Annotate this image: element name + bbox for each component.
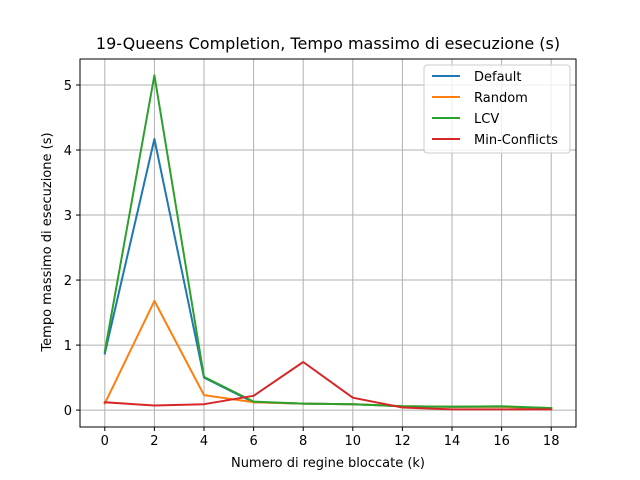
legend-box [423, 64, 571, 154]
legend-label-min-conflicts: Min-Conflicts [474, 133, 558, 148]
y-axis-ticks: 0 1 2 3 4 5 [64, 79, 80, 419]
chart-title: 19-Queens Completion, Tempo massimo di e… [96, 34, 560, 53]
y-axis-label: Tempo massimo di esecuzione (s) [40, 132, 55, 352]
legend-label-random: Random [474, 91, 528, 106]
x-tick-label: 16 [493, 434, 510, 449]
series-line-lcv [103, 74, 553, 410]
y-tick-label: 2 [64, 274, 72, 289]
x-tick-label: 6 [249, 434, 257, 449]
y-tick-label: 4 [64, 144, 72, 159]
y-tick-label: 5 [64, 79, 72, 94]
legend: Default Random LCV Min-Conflicts [423, 64, 571, 154]
plot-frame [79, 58, 577, 428]
x-tick-label: 0 [101, 434, 109, 449]
x-tick-label: 8 [299, 434, 307, 449]
x-tick-label: 2 [150, 434, 158, 449]
y-tick-label: 1 [64, 339, 72, 354]
x-tick-label: 4 [200, 434, 208, 449]
x-tick-label: 12 [394, 434, 411, 449]
x-axis-label: Numero di regine bloccate (k) [231, 456, 425, 471]
x-axis-ticks: 0 2 4 6 8 10 12 14 16 18 [101, 427, 560, 449]
legend-label-lcv: LCV [474, 112, 499, 127]
y-tick-label: 0 [64, 404, 72, 419]
x-tick-label: 18 [543, 434, 560, 449]
series-lines [103, 74, 553, 411]
series-line-min-conflicts [103, 361, 553, 411]
y-tick-label: 3 [64, 209, 72, 224]
x-tick-label: 10 [345, 434, 362, 449]
legend-label-default: Default [474, 70, 522, 85]
x-tick-label: 14 [444, 434, 461, 449]
